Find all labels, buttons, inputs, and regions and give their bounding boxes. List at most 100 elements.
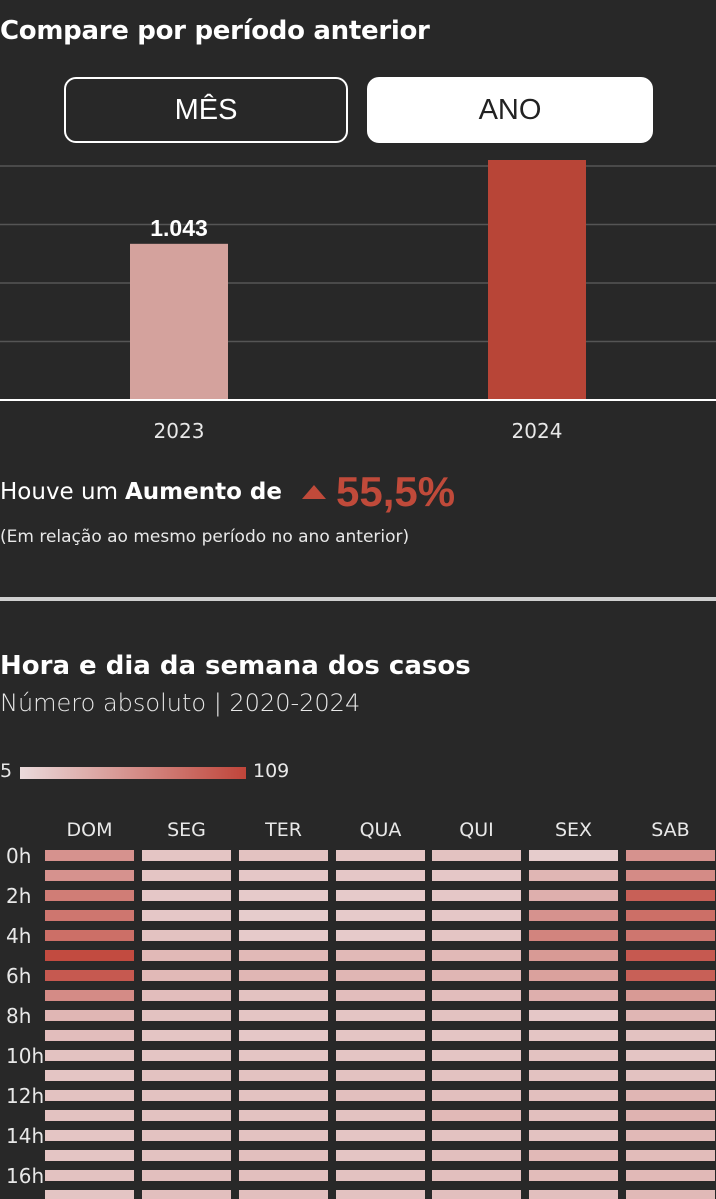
heatmap-cell — [529, 890, 618, 901]
heatmap-cell — [45, 990, 134, 1001]
heatmap-cell — [336, 950, 425, 961]
hour-weekday-heatmap: DOM SEG TER QUA QUI SEX SAB 0h 2h 4h 6h 8h 10h 12h 14h… — [6, 819, 715, 1199]
legend-color-scale — [20, 767, 246, 779]
heatmap-cell — [142, 850, 231, 861]
heatmap-row-label: 2h — [6, 884, 31, 908]
section-title: Compare por período anterior — [0, 16, 430, 46]
heatmap-cell — [626, 1030, 715, 1041]
heatmap-cell — [45, 850, 134, 861]
heatmap-cell — [529, 850, 618, 861]
heatmap-cell — [336, 1170, 425, 1181]
heatmap-cell — [45, 1190, 134, 1199]
heatmap-cell — [336, 1050, 425, 1061]
heatmap-cell — [626, 1190, 715, 1199]
heatmap-cell — [432, 1070, 521, 1081]
heatmap-cell — [45, 910, 134, 921]
bar-value-label: 1.043 — [150, 215, 208, 241]
heatmap-subtitle: Número absoluto | 2020-2024 — [0, 689, 361, 717]
heatmap-cell — [336, 890, 425, 901]
heatmap-cell — [142, 910, 231, 921]
heatmap-cell — [239, 950, 328, 961]
heatmap-cell — [142, 1190, 231, 1199]
heatmap-cell — [626, 1130, 715, 1141]
heatmap-cell — [529, 990, 618, 1001]
year-comparison-bar-chart: 1.04320231.6222024 — [0, 160, 716, 443]
heatmap-cell — [142, 1030, 231, 1041]
heatmap-cell — [432, 890, 521, 901]
heatmap-cell — [239, 850, 328, 861]
heatmap-cell — [529, 1010, 618, 1021]
heatmap-cell — [626, 1150, 715, 1161]
heatmap-cell — [432, 930, 521, 941]
heatmap-cell — [626, 990, 715, 1001]
increase-summary: Houve um Aumento de 55,5% — [0, 468, 455, 516]
heatmap-cell — [45, 1110, 134, 1121]
heatmap-cell — [626, 850, 715, 861]
heatmap-cell — [336, 990, 425, 1001]
heatmap-cell — [239, 1070, 328, 1081]
heatmap-cell — [45, 950, 134, 961]
heatmap-column-label: QUA — [360, 819, 402, 841]
heatmap-cell — [432, 1050, 521, 1061]
heatmap-cell — [432, 850, 521, 861]
heatmap-cell — [529, 930, 618, 941]
heatmap-cell — [626, 1110, 715, 1121]
heatmap-cell — [239, 1150, 328, 1161]
increase-emphasis: Aumento de — [125, 479, 282, 505]
heatmap-cell — [45, 890, 134, 901]
heatmap-cell — [336, 1150, 425, 1161]
x-tick-label: 2024 — [512, 419, 563, 443]
heatmap-cell — [45, 930, 134, 941]
heatmap-cell — [142, 1170, 231, 1181]
heatmap-row-label: 12h — [6, 1084, 44, 1108]
heatmap-cell — [626, 1070, 715, 1081]
year-toggle-button[interactable]: ANO — [367, 77, 653, 143]
heatmap-cell — [142, 1130, 231, 1141]
heatmap-cell — [239, 1030, 328, 1041]
heatmap-cell — [45, 1090, 134, 1101]
heatmap-cell — [45, 970, 134, 981]
heatmap-cell — [432, 1090, 521, 1101]
heatmap-cell — [239, 1090, 328, 1101]
heatmap-cell — [529, 970, 618, 981]
heatmap-cell — [626, 1050, 715, 1061]
heatmap-cell — [239, 990, 328, 1001]
increase-note: (Em relação ao mesmo período no ano ante… — [0, 527, 410, 547]
heatmap-cell — [626, 930, 715, 941]
heatmap-cell — [432, 970, 521, 981]
heatmap-cell — [336, 850, 425, 861]
month-toggle-button[interactable]: MÊS — [64, 77, 348, 143]
heatmap-cell — [239, 1130, 328, 1141]
heatmap-cell — [336, 1130, 425, 1141]
heatmap-cell — [529, 950, 618, 961]
heatmap-cell — [142, 1050, 231, 1061]
heatmap-title: Hora e dia da semana dos casos — [0, 651, 471, 681]
bar-2024 — [488, 160, 586, 400]
heatmap-cell — [529, 1050, 618, 1061]
heatmap-cell — [432, 1130, 521, 1141]
heatmap-cell — [45, 1150, 134, 1161]
heatmap-cell — [432, 1190, 521, 1199]
heatmap-cell — [336, 1190, 425, 1199]
heatmap-cell — [142, 890, 231, 901]
heatmap-cell — [239, 870, 328, 881]
heatmap-cell — [529, 870, 618, 881]
x-tick-label: 2023 — [154, 419, 205, 443]
heatmap-cell — [529, 910, 618, 921]
heatmap-cell — [336, 930, 425, 941]
heatmap-cell — [239, 890, 328, 901]
heatmap-cell — [45, 1030, 134, 1041]
heatmap-cell — [432, 950, 521, 961]
heatmap-cell — [142, 990, 231, 1001]
heatmap-cell — [239, 1010, 328, 1021]
heatmap-cell — [626, 950, 715, 961]
increase-percentage: 55,5% — [335, 468, 456, 515]
heatmap-cell — [336, 1110, 425, 1121]
heatmap-cell — [529, 1090, 618, 1101]
heatmap-cell — [336, 1010, 425, 1021]
heatmap-cell — [239, 910, 328, 921]
heatmap-cell — [432, 1010, 521, 1021]
heatmap-cell — [529, 1110, 618, 1121]
heatmap-cell — [142, 1090, 231, 1101]
heatmap-cell — [432, 990, 521, 1001]
